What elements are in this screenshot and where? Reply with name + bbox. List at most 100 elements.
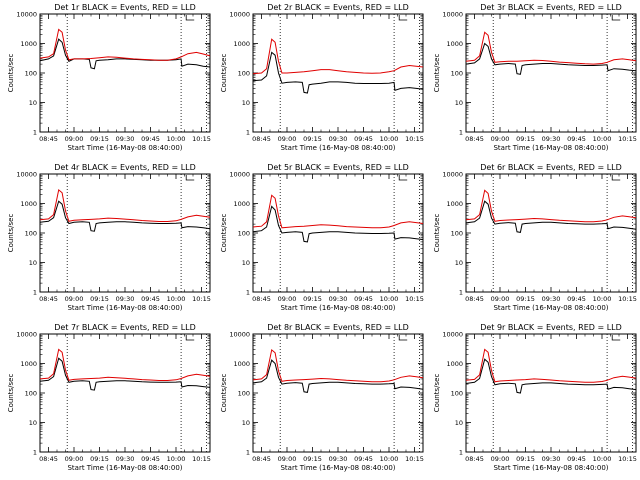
x-tick-label: 10:00: [380, 135, 399, 143]
y-axis-label: Counts/sec: [7, 374, 15, 413]
y-tick-label: 10: [29, 99, 37, 107]
plot-frame: [252, 333, 424, 453]
x-tick-label: 10:15: [192, 455, 211, 463]
y-tick-label: 1: [33, 289, 37, 297]
interval-bracket: [185, 175, 195, 181]
y-tick-label: 10000: [16, 331, 37, 339]
y-tick-label: 1000: [446, 40, 463, 48]
x-tick-label: 09:30: [116, 455, 135, 463]
x-tick-label: 09:00: [278, 455, 297, 463]
y-tick-label: 1: [246, 289, 250, 297]
x-tick-label: 09:15: [303, 295, 322, 303]
panel-title: Det 6r BLACK = Events, RED = LLD: [480, 163, 622, 172]
x-tick-label: 09:15: [516, 135, 535, 143]
x-axis-label: Start Time (16-May-08 08:40:00): [67, 304, 182, 312]
y-tick-label: 1: [459, 289, 463, 297]
x-tick-label: 09:00: [65, 135, 84, 143]
x-tick-label: 10:00: [593, 455, 612, 463]
plot-frame: [39, 333, 211, 453]
y-tick-label: 10000: [442, 171, 463, 179]
panel-det-8r: Det 8r BLACK = Events, RED = LLD 1 10 100 10…: [220, 323, 424, 472]
panel-det-4r: Det 4r BLACK = Events, RED = LLD 1 10 100 10…: [7, 163, 211, 312]
x-tick-label: 09:00: [65, 455, 84, 463]
panel-det-2r: Det 2r BLACK = Events, RED = LLD 1 10 100 10…: [220, 3, 424, 152]
interval-bracket: [398, 335, 408, 341]
x-axis-label: Start Time (16-May-08 08:40:00): [67, 464, 182, 472]
y-tick-label: 10: [455, 259, 463, 267]
y-axis-label: Counts/sec: [220, 374, 228, 413]
interval-bracket: [185, 15, 195, 21]
y-tick-label: 1: [246, 449, 250, 457]
y-tick-label: 100: [238, 70, 250, 78]
x-tick-label: 09:45: [354, 455, 373, 463]
events-rate-line: [465, 42, 637, 75]
x-tick-label: 09:00: [278, 135, 297, 143]
lld-rate-line: [252, 38, 424, 75]
events-rate-line: [465, 358, 637, 394]
plot-frame: [465, 173, 637, 293]
x-tick-label: 09:00: [491, 135, 510, 143]
panel-det-1r: Det 1r BLACK = Events, RED = LLD 1 10 100 10…: [7, 3, 211, 152]
panel-title: Det 4r BLACK = Events, RED = LLD: [54, 163, 196, 172]
y-axis-label: Counts/sec: [7, 54, 15, 93]
y-tick-label: 1: [33, 449, 37, 457]
x-tick-label: 10:00: [593, 295, 612, 303]
y-tick-label: 1000: [446, 200, 463, 208]
x-tick-label: 09:30: [329, 295, 348, 303]
lld-rate-line: [465, 189, 637, 223]
plot-frame: [39, 13, 211, 133]
y-axis-label: Counts/sec: [433, 214, 441, 253]
y-axis-label: Counts/sec: [7, 214, 15, 253]
panel-det-5r: Det 5r BLACK = Events, RED = LLD 1 10 100 10…: [220, 163, 424, 312]
x-tick-label: 09:15: [90, 135, 109, 143]
x-tick-label: 09:45: [567, 295, 586, 303]
y-tick-label: 1000: [233, 360, 250, 368]
events-rate-line: [39, 357, 211, 391]
x-tick-label: 10:15: [405, 135, 424, 143]
y-tick-label: 1000: [20, 40, 37, 48]
lld-rate-line: [252, 348, 424, 383]
y-tick-label: 10000: [16, 171, 37, 179]
plot-frame: [465, 13, 637, 133]
x-tick-label: 09:45: [141, 295, 160, 303]
x-tick-label: 09:15: [516, 455, 535, 463]
panel-title: Det 2r BLACK = Events, RED = LLD: [267, 3, 409, 12]
y-tick-label: 10: [29, 419, 37, 427]
y-tick-label: 1: [246, 129, 250, 137]
plot-frame: [465, 333, 637, 453]
y-tick-label: 1: [33, 129, 37, 137]
x-tick-label: 10:00: [380, 295, 399, 303]
x-tick-label: 09:15: [90, 455, 109, 463]
y-tick-label: 10000: [229, 171, 250, 179]
panel-title: Det 5r BLACK = Events, RED = LLD: [267, 163, 409, 172]
x-tick-label: 08:45: [39, 455, 58, 463]
x-tick-label: 09:00: [491, 295, 510, 303]
x-tick-label: 08:45: [252, 455, 271, 463]
events-rate-line: [465, 200, 637, 233]
y-tick-label: 100: [451, 390, 463, 398]
y-tick-label: 100: [451, 230, 463, 238]
interval-bracket: [398, 175, 408, 181]
y-tick-label: 1: [459, 449, 463, 457]
x-tick-label: 08:45: [39, 295, 58, 303]
x-tick-label: 10:00: [167, 135, 186, 143]
x-tick-label: 08:45: [252, 135, 271, 143]
y-tick-label: 1000: [233, 40, 250, 48]
x-tick-label: 10:15: [405, 455, 424, 463]
y-tick-label: 100: [25, 390, 37, 398]
x-tick-label: 10:15: [405, 295, 424, 303]
lld-rate-line: [465, 348, 637, 383]
y-tick-label: 100: [451, 70, 463, 78]
x-tick-label: 09:30: [329, 135, 348, 143]
x-tick-label: 09:00: [491, 455, 510, 463]
interval-bracket: [611, 15, 621, 21]
x-axis-label: Start Time (16-May-08 08:40:00): [280, 144, 395, 152]
x-tick-label: 08:45: [252, 295, 271, 303]
panel-title: Det 3r BLACK = Events, RED = LLD: [480, 3, 622, 12]
x-tick-label: 08:45: [465, 295, 484, 303]
y-axis-label: Counts/sec: [433, 54, 441, 93]
x-axis-label: Start Time (16-May-08 08:40:00): [493, 304, 608, 312]
y-tick-label: 1000: [233, 200, 250, 208]
y-tick-label: 10000: [229, 331, 250, 339]
y-tick-label: 100: [25, 230, 37, 238]
